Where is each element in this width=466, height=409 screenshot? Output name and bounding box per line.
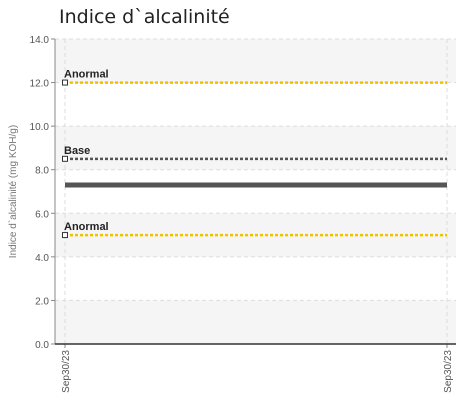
- y-tick-label: 0.0: [35, 340, 49, 351]
- y-tick-label: 6.0: [35, 209, 49, 220]
- gridlines: [55, 38, 456, 345]
- x-tick-label: Sep30/23: [61, 350, 72, 393]
- background-band: [55, 300, 456, 344]
- background-band: [55, 39, 456, 83]
- y-axis-label: Indice d`alcalinité (mg KOH/g): [7, 125, 19, 258]
- reference-marker: [62, 79, 68, 86]
- y-tick-label: 2.0: [35, 296, 49, 307]
- reference-lines: Anormal Base Anormal: [62, 69, 447, 239]
- tick-labels: 0.0 2.0 4.0 6.0 8.0 10.0 12.0 14.0 Sep30/23 Sep30…: [30, 35, 454, 393]
- y-tick-label: 4.0: [35, 253, 49, 264]
- y-tick-label: 14.0: [30, 35, 50, 46]
- y-tick-label: 10.0: [30, 122, 50, 133]
- reference-label: Anormal: [64, 221, 109, 233]
- y-tick-label: 12.0: [30, 79, 50, 90]
- reference-marker: [62, 232, 68, 239]
- y-tick-label: 8.0: [35, 166, 49, 177]
- reference-label: Base: [64, 145, 90, 157]
- reference-label: Anormal: [64, 69, 109, 81]
- chart-title: Indice d`alcalinité: [59, 6, 230, 28]
- x-tick-label: Sep30/23: [443, 350, 454, 393]
- background-band: [55, 126, 456, 170]
- axes: [51, 38, 456, 348]
- reference-marker: [62, 155, 68, 162]
- background-bands: [55, 39, 456, 344]
